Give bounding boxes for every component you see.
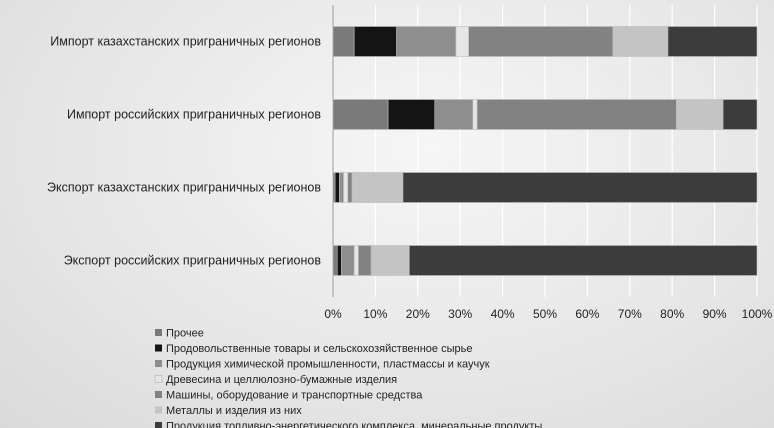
bar-segment xyxy=(434,99,474,130)
legend-swatch xyxy=(155,344,162,352)
bar-segment xyxy=(358,245,372,276)
bar-segment xyxy=(332,99,389,130)
bar-segment xyxy=(343,172,349,203)
x-tick-label: 40% xyxy=(491,307,515,321)
bar-segment xyxy=(336,245,342,276)
bar-segment xyxy=(370,245,410,276)
legend-label: Прочее xyxy=(166,328,204,340)
x-tick-label: 20% xyxy=(406,307,430,321)
legend-swatch xyxy=(154,375,163,383)
bar-segment xyxy=(472,99,478,130)
category-label: Импорт казахстанских приграничных регион… xyxy=(50,35,321,49)
legend-swatch xyxy=(155,391,162,398)
legend-swatch xyxy=(155,422,162,428)
legend-item: Металлы и изделия из них xyxy=(155,405,302,417)
legend-label: Продукция химической промышленности, пла… xyxy=(166,359,490,371)
legend-label: Древесина и целлюлозно-бумажные изделия xyxy=(166,374,397,386)
x-tick-labels: 0% 10% 20% 30% 40% 50% 60% 70% 80% 90% 100% xyxy=(324,307,772,321)
x-tick-label: 60% xyxy=(575,307,599,321)
legend-item: Продукция химической промышленности, пла… xyxy=(155,359,490,371)
bar-segment xyxy=(722,99,758,130)
bar-segment xyxy=(455,26,469,57)
legend-label: Продовольственные товары и сельскохозяйс… xyxy=(166,343,472,355)
legend-label: Машины, оборудование и транспортные сред… xyxy=(166,390,423,402)
bar-segment xyxy=(476,99,677,130)
legend-item: Прочее xyxy=(155,328,204,340)
category-label: Импорт российских приграничных регионов xyxy=(67,108,321,122)
x-tick-label: 90% xyxy=(703,307,727,321)
legend-item: Продовольственные товары и сельскохозяйс… xyxy=(155,343,472,355)
bar-segment xyxy=(332,172,336,203)
legend: Прочее Продовольственные товары и сельско… xyxy=(154,328,542,428)
legend-item: Продукция топливно-энергетического компл… xyxy=(155,421,542,428)
bar-segment xyxy=(347,172,353,203)
x-tick-label: 50% xyxy=(533,307,557,321)
legend-label: Продукция топливно-энергетического компл… xyxy=(166,421,542,428)
legend-label: Металлы и изделия из них xyxy=(166,405,302,417)
legend-swatch xyxy=(155,406,162,414)
bar-segment xyxy=(667,26,758,57)
bar-segment xyxy=(409,245,758,276)
legend-swatch xyxy=(155,329,162,336)
bar-segment xyxy=(676,99,724,130)
legend-item: Древесина и целлюлозно-бумажные изделия xyxy=(154,374,397,386)
x-tick-label: 70% xyxy=(618,307,642,321)
bar-segment xyxy=(339,172,344,203)
bar-segment xyxy=(353,245,359,276)
bar-segment xyxy=(332,26,355,57)
bar-segment xyxy=(396,26,457,57)
bar-segment xyxy=(387,99,436,130)
legend-item: Машины, оборудование и транспортные сред… xyxy=(155,390,423,402)
legend-swatch xyxy=(155,360,162,367)
category-label: Экспорт казахстанских приграничных регио… xyxy=(47,181,321,195)
bar-segment xyxy=(341,245,355,276)
bar-segment xyxy=(468,26,614,57)
x-tick-label: 10% xyxy=(363,307,387,321)
bars xyxy=(332,26,758,276)
bar-segment xyxy=(402,172,758,203)
bar-segment xyxy=(353,26,397,57)
x-tick-label: 0% xyxy=(324,307,342,321)
x-tick-label: 80% xyxy=(660,307,684,321)
bar-segment xyxy=(612,26,669,57)
x-tick-label: 100% xyxy=(742,307,773,321)
category-labels: Импорт казахстанских приграничных регион… xyxy=(47,35,321,268)
bar-segment xyxy=(334,172,340,203)
x-tick-label: 30% xyxy=(448,307,472,321)
bar-segment xyxy=(351,172,404,203)
category-label: Экспорт российских приграничных регионов xyxy=(64,254,322,268)
bar-segment xyxy=(332,245,338,276)
